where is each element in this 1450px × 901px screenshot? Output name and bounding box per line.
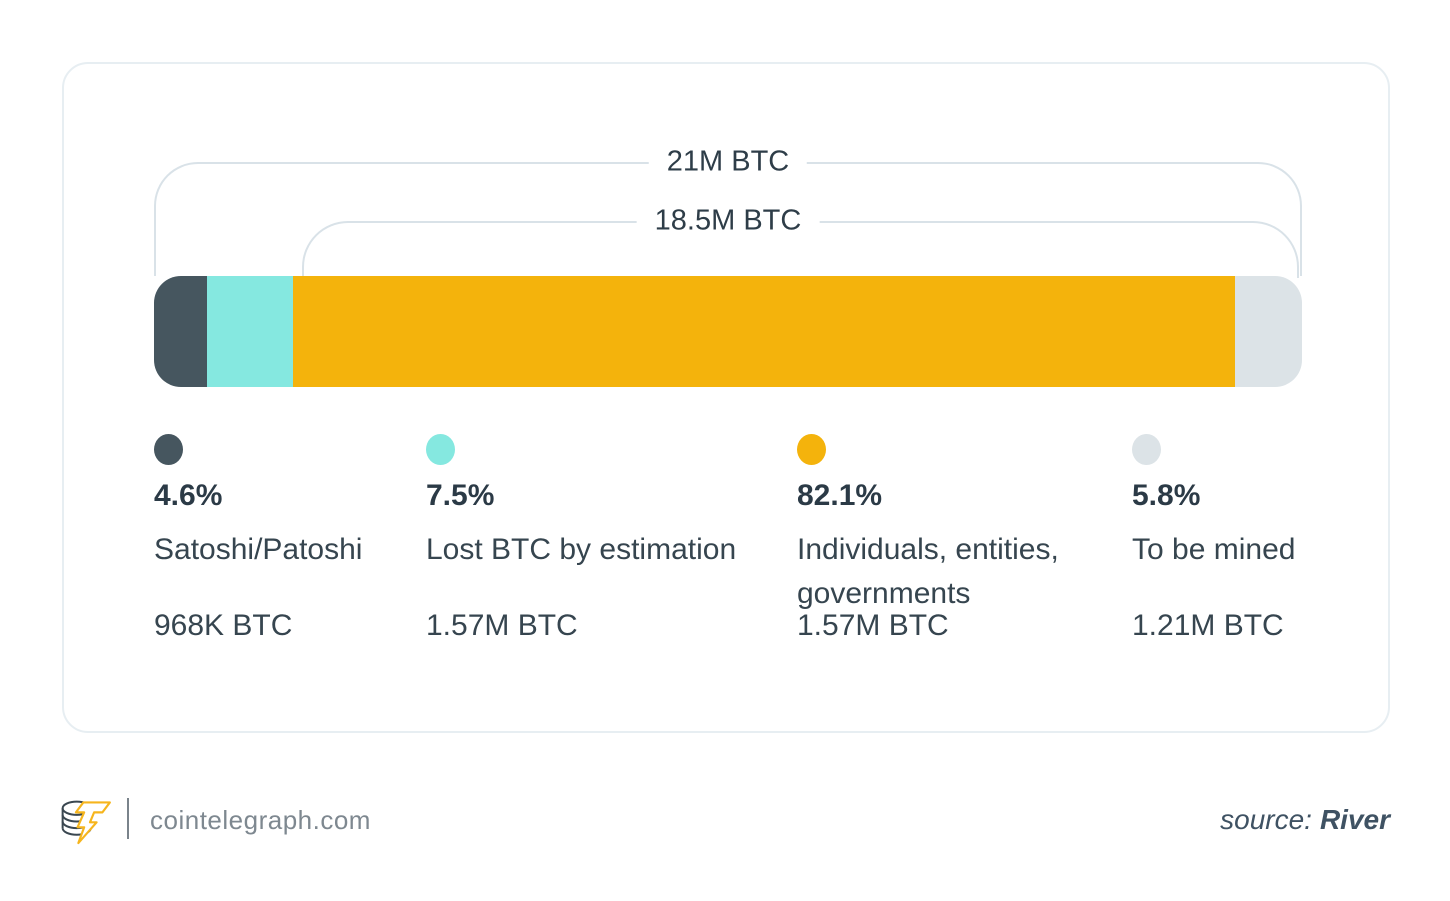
legend-label: Lost BTC by estimation (426, 533, 737, 566)
source-value: River (1319, 804, 1390, 835)
bracket-label-21m: 21M BTC (648, 143, 808, 181)
legend-label: To be mined (1132, 533, 1296, 566)
bar-segment (292, 276, 1236, 387)
legend-value: 968K BTC (154, 609, 293, 642)
chart-card: 21M BTC 18.5M BTC 4.6% Satoshi/Patoshi 9… (62, 62, 1390, 733)
legend-label: Satoshi/Patoshi (154, 533, 363, 566)
bar-segment (1235, 276, 1302, 387)
legend-label: Individuals, entities, governments (797, 533, 1059, 610)
legend-percent: 7.5% (426, 479, 495, 512)
legend-dot (797, 434, 826, 465)
footer-source: source: River (1220, 803, 1390, 837)
stacked-bar (154, 276, 1302, 387)
cointelegraph-logo-icon (61, 800, 111, 845)
bar-segment (206, 276, 293, 387)
footer-divider (127, 798, 129, 839)
lightning-bolt-icon (74, 801, 111, 845)
legend-value: 1.57M BTC (797, 609, 949, 642)
legend-percent: 5.8% (1132, 479, 1201, 512)
legend-dot (154, 434, 183, 465)
footer-site-text: cointelegraph.com (150, 805, 371, 835)
bar-segment (154, 276, 207, 387)
legend-dot (426, 434, 455, 465)
legend-percent: 82.1% (797, 479, 883, 512)
legend-dot (1132, 434, 1161, 465)
legend-value: 1.21M BTC (1132, 609, 1284, 642)
legend-percent: 4.6% (154, 479, 223, 512)
source-label: source: (1220, 804, 1312, 835)
legend-value: 1.57M BTC (426, 609, 578, 642)
bracket-label-18-5m: 18.5M BTC (636, 202, 820, 240)
